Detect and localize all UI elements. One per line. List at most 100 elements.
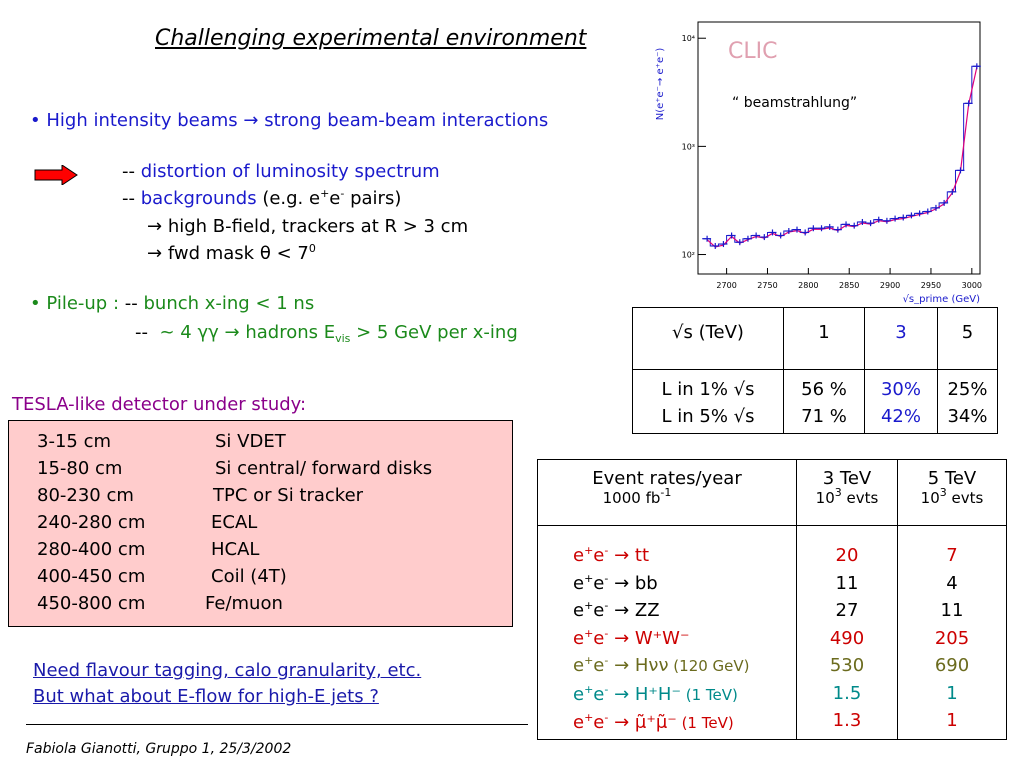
- process-label: e+e- → H⁺H⁻ (1 TeV): [573, 682, 738, 705]
- x-tick-label: 2700: [716, 281, 736, 290]
- header-cell: 1: [783, 307, 865, 370]
- col-5tev: 25% 34%: [937, 369, 998, 434]
- rate-value: 20: [835, 545, 859, 566]
- rate-value: 11: [835, 572, 859, 594]
- process-column: e+e- → tt e+e- → bb e+e- → ZZ e+e- → W⁺W⁻ e+…: [537, 525, 797, 740]
- dash: --: [122, 188, 135, 209]
- rate-value: 1.5: [832, 682, 862, 704]
- header-3tev: 3 TeV 103 evts: [796, 459, 898, 526]
- conclusion-line: Need flavour tagging, calo granularity, …: [33, 660, 422, 681]
- energy-table: √s (TeV) 1 3 5 L in 1% √s L in 5% √s 56 %…: [632, 307, 998, 434]
- rate-value: 690: [934, 655, 970, 676]
- y-tick-label: 10³: [682, 142, 695, 151]
- arrow-glyph: →: [243, 110, 259, 131]
- detector-range: 80-230 cm: [37, 485, 134, 506]
- detector-range: 400-450 cm: [37, 566, 146, 587]
- footer-divider: [26, 724, 528, 725]
- rate-value: 4: [946, 572, 958, 594]
- col-1tev: 56 % 71 %: [783, 369, 865, 434]
- red-arrow-icon: [34, 165, 78, 185]
- dash: --: [122, 161, 135, 182]
- sub-text: distortion of luminosity spectrum: [140, 161, 440, 182]
- detector-part: Fe/muon: [205, 593, 283, 614]
- sub-bfield: → high B-field, trackers at R > 3 cm: [147, 216, 468, 237]
- x-tick-label: 2950: [921, 281, 941, 290]
- detector-range: 240-280 cm: [37, 512, 146, 533]
- y-axis-label: N(e⁺e⁻→ e⁺e⁻): [655, 48, 666, 121]
- chart-annotation: “ beamstrahlung”: [732, 95, 857, 111]
- sub-text: fwd mask θ < 70: [167, 242, 316, 264]
- slide-title: Challenging experimental environment: [155, 26, 587, 51]
- detector-part: Si VDET: [215, 431, 286, 452]
- dash: --: [135, 322, 148, 343]
- x-tick-label: 2850: [839, 281, 859, 290]
- x-tick-label: 2900: [880, 281, 900, 290]
- sub-text: high B-field, trackers at R > 3 cm: [167, 216, 469, 237]
- rate-value: 11: [940, 600, 964, 621]
- header-5tev: 5 TeV 103 evts: [897, 459, 1007, 526]
- plot-frame: [697, 21, 981, 275]
- rate-value: 1: [946, 682, 958, 704]
- detector-heading: TESLA-like detector under study:: [12, 394, 307, 415]
- bullet-text: High intensity beams: [46, 110, 238, 131]
- rate-value: 530: [829, 655, 865, 676]
- pileup-text: bunch x-ing < 1 ns: [143, 293, 315, 314]
- pileup-text-2: ~ 4 γγ → hadrons Evis > 5 GeV per x-ing: [159, 322, 518, 345]
- detector-part: ECAL: [211, 512, 258, 533]
- detector-part: HCAL: [211, 539, 260, 560]
- rate-3tev-column: 20 11 27 490 530 1.5 1.3: [796, 525, 898, 740]
- detector-range: 280-400 cm: [37, 539, 146, 560]
- header-title: Event rates/year 1000 fb-1: [537, 459, 797, 526]
- rate-value: 1.3: [832, 710, 862, 731]
- process-label: e+e- → Hνν (120 GeV): [573, 654, 750, 676]
- y-tick-label: 10⁴: [682, 34, 695, 43]
- detector-part: Si central/ forward disks: [215, 458, 433, 479]
- rate-value: 27: [835, 600, 859, 621]
- arrow-glyph: →: [147, 216, 163, 237]
- conclusion-line: But what about E-flow for high-E jets ?: [33, 686, 379, 707]
- bullet-high-intensity: • High intensity beams → strong beam-bea…: [30, 110, 548, 131]
- detector-part: TPC or Si tracker: [213, 485, 364, 506]
- header-cell: √s (TeV): [632, 307, 784, 370]
- rate-value: 7: [946, 545, 958, 566]
- col-3tev: 30% 42%: [864, 369, 938, 434]
- bullet-pileup-2: -- ~ 4 γγ → hadrons Evis > 5 GeV per x-i…: [135, 322, 518, 345]
- bullet-dot: •: [30, 110, 41, 131]
- sub-backgrounds: -- backgrounds (e.g. e+e- pairs): [122, 188, 401, 209]
- arrow-glyph: →: [147, 243, 163, 264]
- x-tick-label: 2800: [798, 281, 818, 290]
- y-tick-label: 10²: [682, 251, 695, 260]
- detector-range: 450-800 cm: [37, 593, 146, 614]
- rate-5tev-column: 7 4 11 205 690 1 1: [897, 525, 1007, 740]
- bullet-text-2: strong beam-beam interactions: [264, 110, 549, 131]
- x-tick-label: 3000: [962, 281, 982, 290]
- process-label: e+e- → bb: [573, 571, 658, 594]
- detector-range: 3-15 cm: [37, 431, 112, 452]
- header-cell: 5: [937, 307, 998, 370]
- pileup-label: Pile-up :: [46, 293, 120, 314]
- rate-value: 205: [934, 627, 970, 649]
- rate-value: 490: [829, 627, 865, 649]
- process-label: e+e- → ZZ: [573, 599, 660, 621]
- rate-value: 1: [946, 710, 958, 731]
- sub-distortion: -- distortion of luminosity spectrum: [122, 161, 440, 182]
- process-label: e+e- → W⁺W⁻: [573, 626, 690, 649]
- sub-extra: (e.g. e+e- pairs): [262, 187, 402, 209]
- process-label: e+e- → μ̃⁺μ̃⁻ (1 TeV): [573, 711, 734, 733]
- sub-label: backgrounds: [140, 188, 257, 209]
- x-tick-label: 2750: [757, 281, 777, 290]
- event-rate-table: Event rates/year 1000 fb-1 3 TeV 103 evt…: [537, 459, 1007, 740]
- chart-brand: CLIC: [728, 39, 777, 64]
- x-axis-label: √s_prime (GeV): [903, 294, 981, 304]
- fit-series: [706, 67, 978, 248]
- dash: --: [124, 293, 138, 314]
- detector-box: 3-15 cm Si VDET 15-80 cm Si central/ for…: [8, 420, 513, 627]
- row-labels: L in 1% √s L in 5% √s: [632, 369, 784, 434]
- bullet-pileup: • Pile-up : -- bunch x-ing < 1 ns: [30, 293, 314, 314]
- sub-fwdmask: → fwd mask θ < 70: [147, 243, 316, 264]
- beamstrahlung-chart: 2700 2750 2800 2850 2900 2950 3000 10² 10³ 10⁴ CLI…: [655, 21, 982, 304]
- bullet-dot: •: [30, 293, 41, 314]
- detector-range: 15-80 cm: [37, 458, 123, 479]
- process-label: e+e- → tt: [573, 544, 649, 566]
- conclusion-note: Need flavour tagging, calo granularity, …: [33, 658, 421, 710]
